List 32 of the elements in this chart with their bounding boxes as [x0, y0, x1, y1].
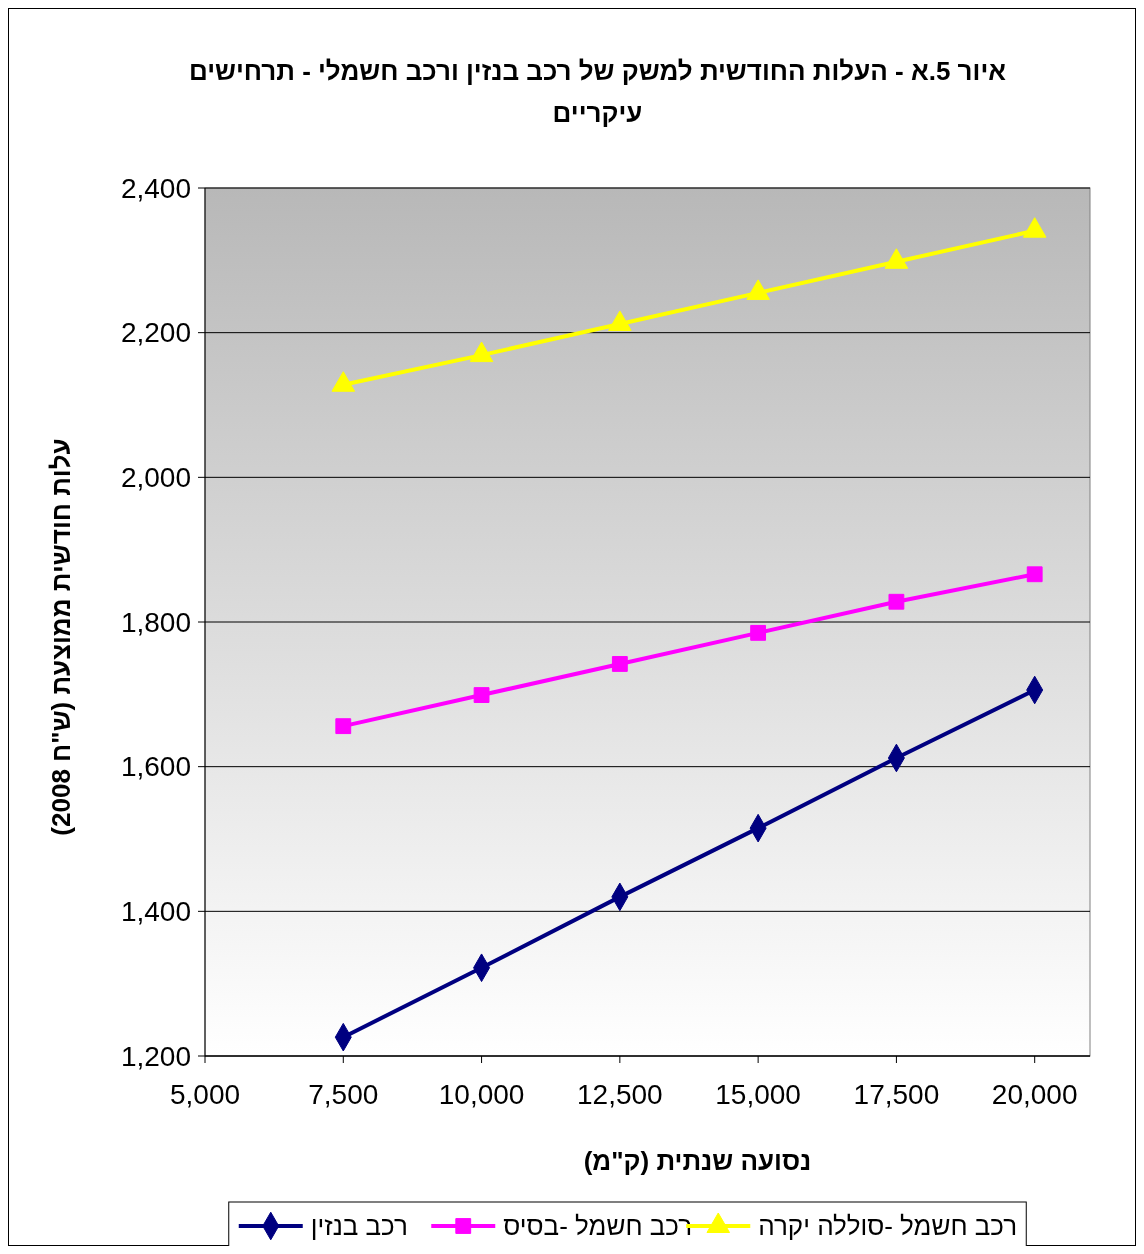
point: [746, 279, 770, 300]
point: [611, 656, 628, 672]
x-tick-label: 17,500: [853, 1079, 940, 1110]
point: [888, 593, 905, 610]
x-tick-label: 20,000: [991, 1079, 1078, 1110]
x-tick-label: 12,500: [577, 1079, 663, 1110]
x-tick-label: 10,000: [438, 1079, 525, 1110]
y-tick-label: 2,000: [120, 462, 191, 494]
y-tick-label: 1,200: [120, 1040, 191, 1072]
point: [750, 624, 767, 641]
point: [473, 687, 490, 703]
point: [469, 341, 494, 363]
point: [1026, 566, 1043, 583]
point: [1022, 217, 1047, 238]
chart-title: איור 5.א - העלות החודשית למשק של רכב בנזין ורכב חשמלי - תרחישים עיקריים: [189, 56, 1007, 128]
point: [608, 310, 632, 331]
x-tick-label: 15,000: [715, 1079, 801, 1110]
x-tick-label: 5,000: [169, 1079, 241, 1110]
point: [331, 371, 356, 392]
legend-label: רכב בנזין: [310, 1211, 408, 1242]
legend-label: רכב חשמל -סוללה יקרה: [758, 1211, 1018, 1242]
y-tick-label: 1,400: [120, 896, 191, 928]
point: [335, 718, 352, 735]
y-tick-label: 2,200: [120, 317, 191, 349]
x-axis-title: נסועה שנתית (ק"מ): [583, 1146, 812, 1176]
y-axis-title: עלות חודשית ממוצעת (ש"ח 2008): [46, 438, 76, 836]
x-tick-label: 7,500: [308, 1079, 379, 1110]
y-tick-label: 1,600: [120, 751, 191, 783]
y-tick-label: 2,400: [120, 172, 191, 204]
point: [884, 248, 909, 269]
y-tick-label: 1,800: [120, 606, 191, 638]
legend-label: רכב חשמל -בסיס: [503, 1211, 693, 1242]
